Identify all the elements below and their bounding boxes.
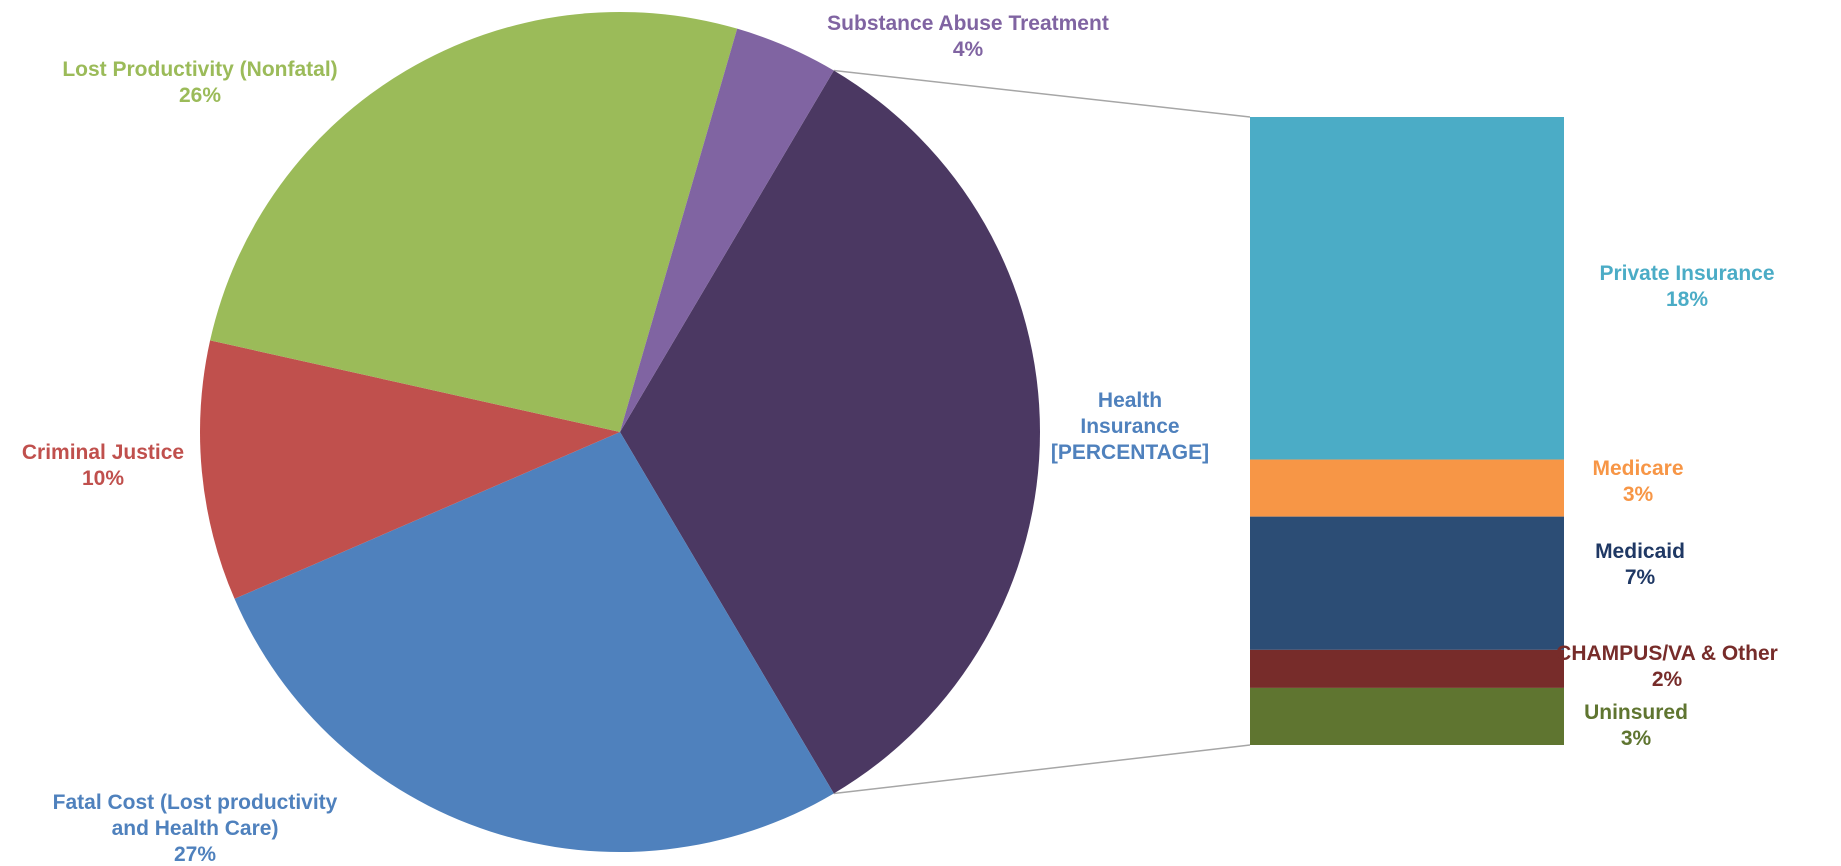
labels: Health Insurance [PERCENTAGE] Fatal Cost (L…: [22, 12, 1778, 866]
pie: [199, 12, 1040, 853]
pie-slice-fatal-cost-lost-productivity-and-health-care: [234, 432, 834, 853]
pie-slice-substance-abuse-treatment: [620, 28, 834, 433]
label-substance-abuse-treatment-line-1: Substance Abuse Treatment: [827, 12, 1109, 35]
label-private-insurance-line-2: 18%: [1666, 288, 1708, 311]
label-criminal-justice-line-1: Criminal Justice: [22, 441, 184, 464]
label-uninsured-line-1: Uninsured: [1584, 701, 1688, 724]
label-fatal-cost-line-2: and Health Care): [112, 817, 279, 840]
label-health-insurance-line-2: Insurance: [1080, 415, 1179, 438]
label-medicaid-line-2: 7%: [1625, 566, 1656, 589]
label-fatal-cost-line-1: Fatal Cost (Lost productivity: [53, 791, 338, 814]
label-champus-va-other-line-2: 2%: [1652, 668, 1683, 691]
pie-slice-criminal-justice: [199, 340, 620, 599]
label-private-insurance-line-1: Private Insurance: [1599, 262, 1774, 285]
label-medicare-line-2: 3%: [1623, 483, 1654, 506]
label-substance-abuse-treatment-line-2: 4%: [953, 38, 984, 61]
label-criminal-justice-line-2: 10%: [82, 467, 124, 490]
label-health-insurance-line-3: [PERCENTAGE]: [1051, 441, 1209, 464]
label-medicaid-line-1: Medicaid: [1595, 540, 1685, 563]
label-champus-va-other-line-1: CHAMPUS/VA & Other: [1556, 642, 1778, 665]
label-uninsured-line-2: 3%: [1621, 727, 1652, 750]
bar-segment-uninsured: [1250, 687, 1564, 745]
breakdown-bar: [1250, 117, 1564, 745]
pie-slice-lost-productivity-nonfatal: [210, 12, 738, 433]
bar-segment-private-insurance: [1250, 117, 1564, 460]
label-lost-productivity-line-1: Lost Productivity (Nonfatal): [62, 58, 337, 81]
bar-segment-medicaid: [1250, 516, 1564, 650]
connector-lines: [833, 69, 1251, 795]
label-health-insurance-line-1: Health: [1098, 389, 1162, 412]
bar-segment-medicare: [1250, 459, 1564, 517]
label-lost-productivity-line-2: 26%: [179, 84, 221, 107]
pie-slice-health-insurance: [620, 70, 1040, 794]
bar-segment-champus-va-other: [1250, 649, 1564, 688]
connector-line-bottom: [833, 744, 1251, 795]
label-fatal-cost-line-3: 27%: [174, 843, 216, 866]
label-medicare-line-1: Medicare: [1592, 457, 1683, 480]
connector-line-top: [833, 69, 1251, 118]
